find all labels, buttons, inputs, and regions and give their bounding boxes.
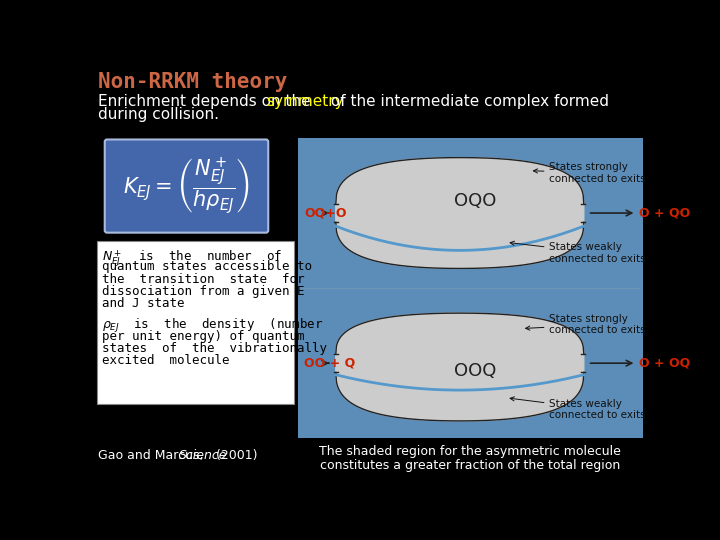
Text: of the intermediate complex formed: of the intermediate complex formed [326,94,609,109]
Text: O + QO: O + QO [639,206,690,220]
Text: dissociation from a given E: dissociation from a given E [102,285,305,298]
Text: Non-RRKM theory: Non-RRKM theory [98,72,287,92]
Text: symmetry: symmetry [266,94,344,109]
Text: states  of  the  vibrationally: states of the vibrationally [102,342,328,355]
Text: the  transition  state  for: the transition state for [102,273,305,286]
Text: States strongly
connected to exits: States strongly connected to exits [526,314,646,335]
Text: States weakly
connected to exits: States weakly connected to exits [510,397,646,420]
Text: $K_{EJ} = \left(\dfrac{N^+_{EJ}}{h\rho_{EJ}}\right)$: $K_{EJ} = \left(\dfrac{N^+_{EJ}}{h\rho_{… [123,156,250,217]
Text: States weakly
connected to exits: States weakly connected to exits [510,241,646,264]
FancyBboxPatch shape [104,139,269,233]
Text: OQO: OQO [454,192,497,211]
Text: Enrichment depends on the: Enrichment depends on the [98,94,315,109]
Text: (2001): (2001) [212,449,258,462]
Text: constitutes a greater fraction of the total region: constitutes a greater fraction of the to… [320,458,620,472]
Text: The shaded region for the asymmetric molecule: The shaded region for the asymmetric mol… [319,445,621,458]
Text: excited  molecule: excited molecule [102,354,230,367]
Text: Gao and Marcus,: Gao and Marcus, [98,449,207,462]
Text: Science: Science [179,449,228,462]
Polygon shape [336,158,584,268]
Text: OOQ: OOQ [454,362,497,380]
Text: OQ+O: OQ+O [304,206,346,220]
Polygon shape [336,313,584,421]
Text: and J state: and J state [102,298,185,310]
Text: quantum states accessible to: quantum states accessible to [102,260,312,273]
Text: during collision.: during collision. [98,106,219,122]
Text: OO + Q: OO + Q [304,357,355,370]
Text: $\rho_{EJ}$  is  the  density  (number: $\rho_{EJ}$ is the density (number [102,318,323,335]
Text: per unit energy) of quantum: per unit energy) of quantum [102,330,305,343]
Text: $N^+_{EJ}$  is  the  number  of: $N^+_{EJ}$ is the number of [102,248,283,269]
Text: States strongly
connected to exits: States strongly connected to exits [534,162,646,184]
Bar [297,138,642,438]
FancyBboxPatch shape [97,241,294,404]
Text: O + OQ: O + OQ [639,357,690,370]
